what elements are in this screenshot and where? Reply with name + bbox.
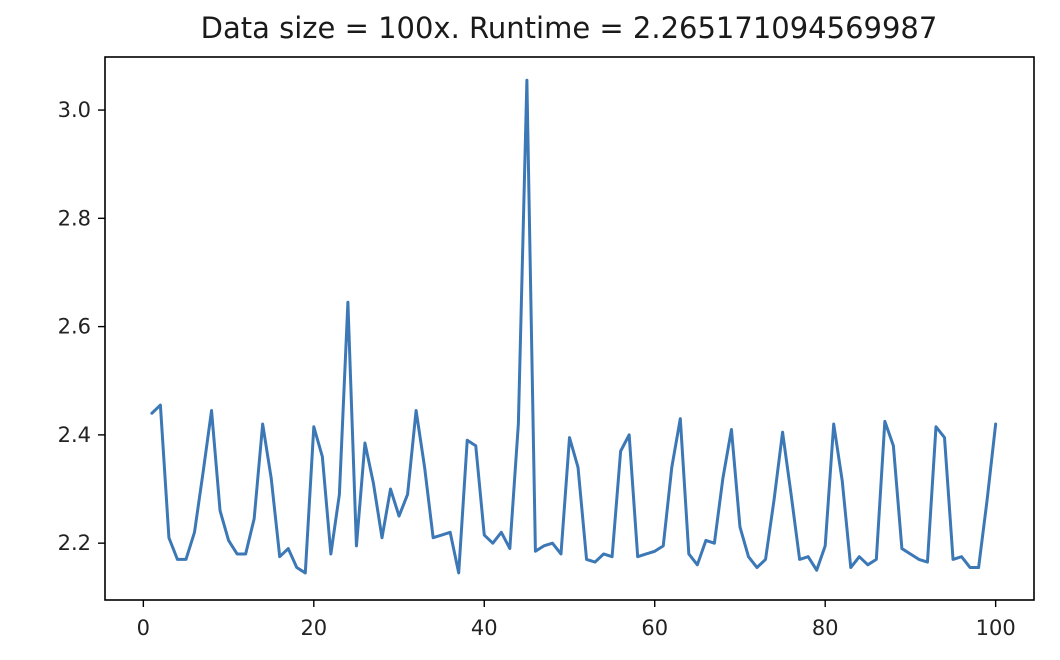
x-tick-label: 40 — [471, 616, 498, 640]
x-tick-label: 100 — [976, 616, 1016, 640]
y-tick-label: 2.8 — [58, 206, 91, 230]
x-tick-label: 20 — [300, 616, 327, 640]
y-axis: 2.2 2.4 2.6 2.8 3.0 — [58, 98, 105, 555]
series-layer — [150, 78, 998, 575]
chart-title: Data size = 100x. Runtime = 2.2651710945… — [201, 11, 938, 45]
y-tick-label: 3.0 — [58, 98, 91, 122]
x-tick-label: 60 — [641, 616, 668, 640]
series-line-0 — [150, 78, 998, 575]
x-tick-label: 0 — [137, 616, 150, 640]
y-tick-label: 2.6 — [58, 315, 91, 339]
y-tick-label: 2.4 — [58, 423, 91, 447]
plot-area-frame — [104, 56, 1035, 601]
y-tick-label: 2.2 — [58, 531, 91, 555]
x-tick-label: 80 — [812, 616, 839, 640]
x-axis: 0 20 40 60 80 100 — [137, 600, 1016, 640]
